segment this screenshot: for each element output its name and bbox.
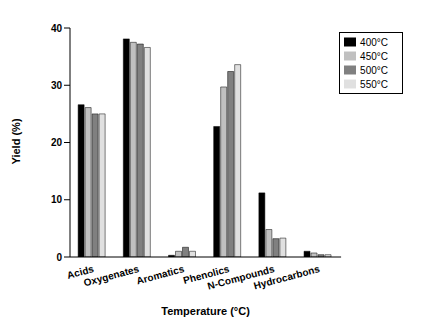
svg-text:Phenolics: Phenolics [182,263,231,286]
html-text:550°C: 550°C [360,79,388,90]
html-text:450°C: 450°C [360,51,388,62]
svg-text:Yield (%): Yield (%) [10,118,22,164]
html-text:400°C: 400°C [360,37,388,48]
html-text:500°C: 500°C [360,65,388,76]
svg-text:Oxygenates: Oxygenates [83,263,141,288]
svg-text:Aromatics: Aromatics [135,263,186,286]
svg-text:10: 10 [51,194,63,205]
svg-text:0: 0 [56,252,62,263]
svg-text:N-Compounds: N-Compounds [206,263,276,292]
svg-text:Temperature (°C): Temperature (°C) [161,305,250,317]
svg-text:Acids: Acids [65,263,95,281]
svg-text:Hydrocarbons: Hydrocarbons [253,263,322,291]
svg-text:30: 30 [51,80,63,91]
svg-text:20: 20 [51,137,63,148]
svg-text:40: 40 [51,23,63,34]
